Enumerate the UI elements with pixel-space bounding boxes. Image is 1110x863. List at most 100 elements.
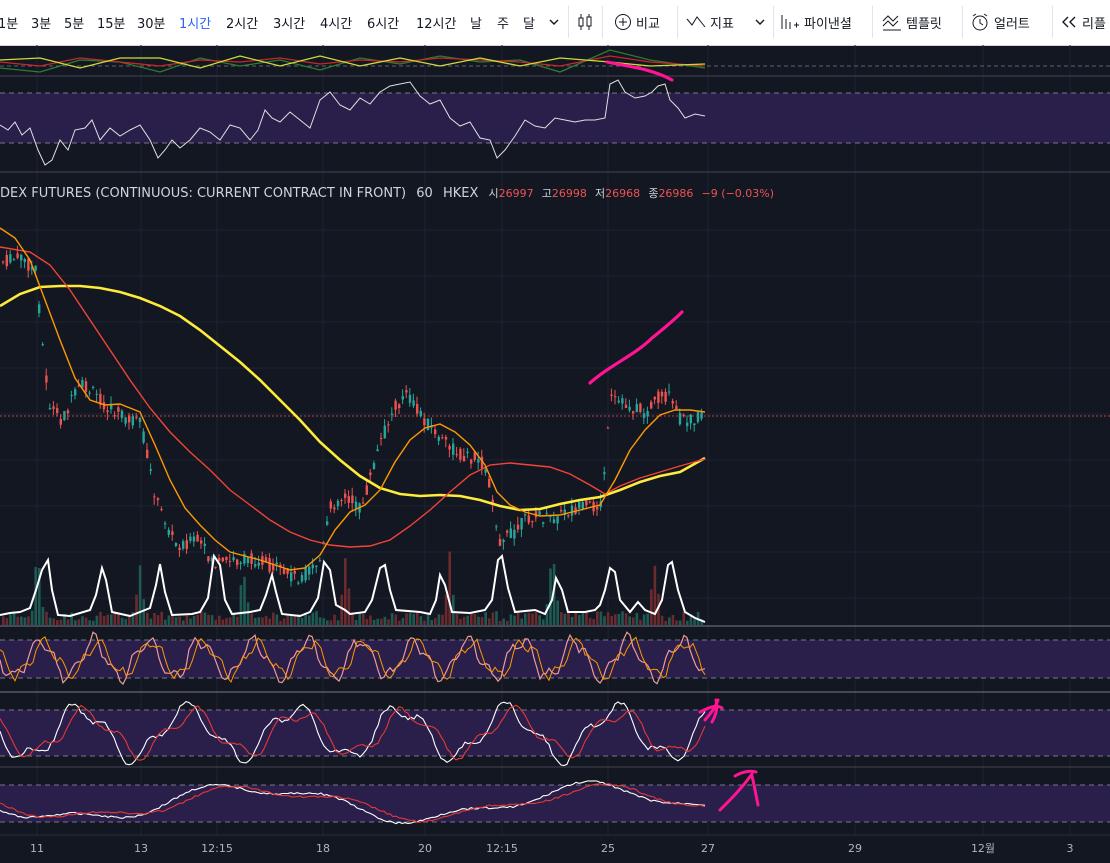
timeframe-month[interactable]: 달	[523, 17, 535, 32]
volume-bar	[304, 612, 307, 625]
compare-button[interactable]: 비교	[614, 10, 660, 34]
templates-button[interactable]: 템플릿	[882, 10, 942, 34]
candle-body	[646, 411, 649, 417]
volume-bar	[246, 602, 250, 625]
volume-bar	[120, 617, 124, 625]
timeframe-day[interactable]: 날	[470, 17, 482, 32]
volume-bar	[293, 615, 297, 625]
volume-bar	[506, 620, 509, 625]
candle-body	[171, 531, 174, 535]
timeframe-30m[interactable]: 30분	[137, 17, 166, 32]
candle-body	[196, 534, 199, 542]
candle-body	[614, 396, 617, 398]
chart-canvas[interactable]: 11 13 12:15 18 20 12:15 25 27 29 12월 3	[0, 45, 1110, 859]
volume-bar	[639, 619, 642, 625]
volume-bar	[657, 593, 660, 625]
timeframe-1m[interactable]: 1분	[0, 17, 19, 32]
volume-bar	[146, 612, 149, 625]
volume-bar	[596, 611, 599, 625]
volume-bar	[491, 612, 495, 625]
volume-bar	[56, 620, 59, 625]
volume-bar	[664, 620, 667, 625]
indicators-dropdown[interactable]	[754, 10, 766, 34]
timeframe-3m[interactable]: 3분	[31, 17, 52, 32]
candle-body	[12, 259, 16, 261]
timeframe-6h[interactable]: 6시간	[367, 17, 400, 32]
volume-bar	[693, 619, 696, 625]
candle-body	[437, 436, 440, 441]
candle-body	[117, 407, 120, 412]
volume-bar	[95, 615, 99, 625]
volume-bar	[686, 620, 689, 625]
alerts-label: 얼러트	[994, 16, 1030, 32]
candle-body	[192, 536, 196, 542]
stoch-pane-1	[0, 631, 1110, 685]
candle-body	[686, 422, 689, 427]
volume-bar	[92, 620, 95, 625]
timeframe-3h[interactable]: 3시간	[273, 17, 306, 32]
volume-bar	[322, 618, 325, 625]
candle-body	[372, 463, 376, 469]
timeframe-dropdown[interactable]	[548, 10, 560, 34]
candle-body	[552, 519, 556, 523]
candle-body	[383, 425, 386, 439]
timeframe-4h[interactable]: 4시간	[320, 17, 353, 32]
candle-body	[444, 436, 448, 440]
timeframe-15m[interactable]: 15분	[97, 17, 126, 32]
candle-body	[311, 564, 314, 569]
candle-body	[502, 540, 505, 542]
volume-bar	[448, 551, 451, 625]
volume-bar	[218, 615, 221, 625]
candle-body	[531, 521, 534, 523]
candle-body	[398, 404, 401, 409]
volume-bar	[189, 618, 192, 625]
indicators-button[interactable]: 지표	[686, 10, 734, 34]
volume-bar	[254, 617, 257, 625]
candle-body	[484, 469, 487, 473]
volume-bar	[444, 594, 448, 625]
candle-body	[56, 408, 59, 414]
chart-area[interactable]: 11 13 12:15 18 20 12:15 25 27 29 12월 3 DEX FUTURES…	[0, 45, 1110, 859]
candle-body	[578, 501, 581, 509]
candle-body	[678, 412, 682, 425]
replay-button[interactable]: 리플	[1060, 10, 1106, 34]
alarm-clock-icon	[972, 13, 988, 31]
financials-button[interactable]: 파이낸셜	[780, 10, 852, 34]
volume-bar	[174, 617, 178, 625]
timeframe-1h[interactable]: 1시간	[179, 17, 212, 32]
timeframe-week[interactable]: 주	[497, 17, 509, 32]
volume-bar	[333, 614, 336, 625]
volume-bar	[344, 558, 347, 625]
volume-bar	[70, 612, 73, 625]
volume-bar	[390, 613, 394, 625]
volume-bar	[585, 611, 588, 625]
candle-body	[509, 528, 512, 538]
volume-bar	[12, 611, 16, 625]
top-osc-yellow	[0, 55, 706, 69]
alerts-button[interactable]: 얼러트	[970, 10, 1030, 34]
candle-body	[221, 557, 224, 562]
timeframe-5m[interactable]: 5분	[64, 17, 85, 32]
candle-body	[498, 539, 502, 546]
volume-bar	[477, 616, 480, 625]
candle-body	[369, 472, 372, 476]
candle-body	[70, 395, 73, 397]
volume-bar	[488, 618, 491, 625]
timeframe-2h[interactable]: 2시간	[226, 17, 259, 32]
candle-body	[495, 526, 498, 528]
candle-body	[135, 416, 138, 418]
volume-bar	[606, 612, 610, 625]
candle-body	[336, 500, 340, 507]
volume-bar	[160, 611, 163, 625]
timeframe-12h[interactable]: 12시간	[416, 17, 457, 32]
chart-grid	[0, 45, 1110, 835]
candle-body	[2, 261, 5, 263]
candle-body	[290, 572, 293, 582]
candle-body	[408, 394, 412, 403]
stoch1-d-line	[0, 636, 706, 683]
chart-type-button[interactable]	[576, 10, 594, 34]
candle-body	[167, 529, 170, 535]
candle-body	[653, 396, 656, 400]
close-label: 종	[648, 187, 659, 200]
volume-bar	[110, 614, 113, 625]
